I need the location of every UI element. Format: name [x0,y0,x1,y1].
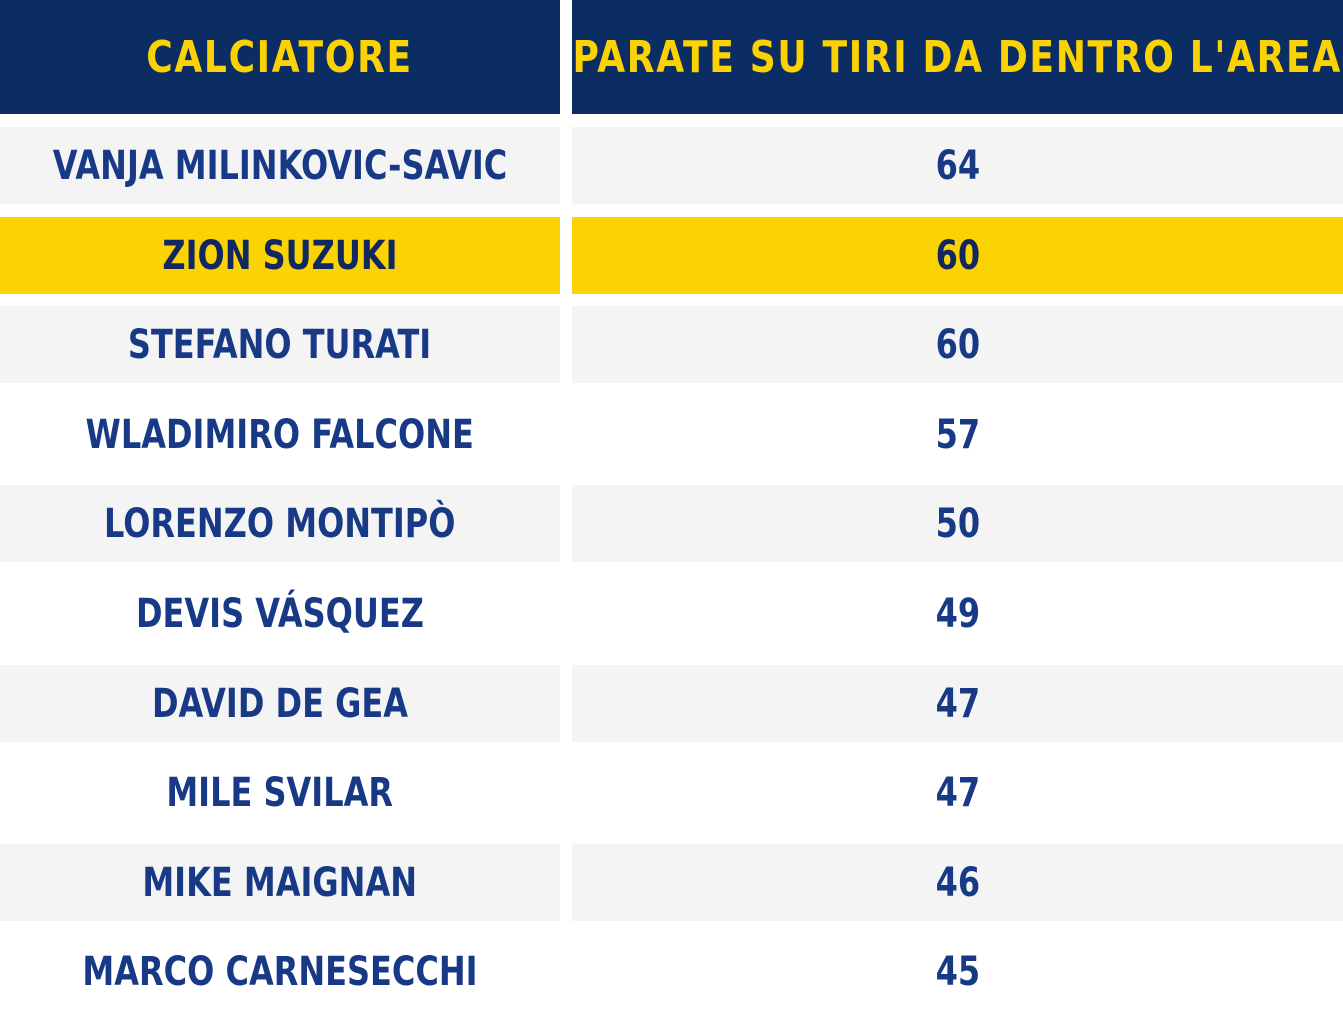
table-row: MILE SVILAR 47 [0,754,1343,831]
player-cell: DEVIS VÁSQUEZ [0,575,560,652]
player-name: WLADIMIRO FALCONE [85,411,475,458]
saves-cell: 64 [572,127,1343,204]
player-name: MILE SVILAR [166,769,394,816]
saves-value: 60 [935,232,980,279]
saves-value: 60 [935,321,980,368]
table-row: ZION SUZUKI 60 [0,217,1343,294]
table-row: MARCO CARNESECCHI 45 [0,933,1343,1010]
player-cell: LORENZO MONTIPÒ [0,485,560,562]
table-row: WLADIMIRO FALCONE 57 [0,396,1343,473]
player-name: MIKE MAIGNAN [142,859,418,906]
saves-cell: 47 [572,754,1343,831]
player-name: VANJA MILINKOVIC-SAVIC [52,142,508,189]
table-row: LORENZO MONTIPÒ 50 [0,485,1343,562]
table-row: DAVID DE GEA 47 [0,665,1343,742]
table-row: STEFANO TURATI 60 [0,306,1343,383]
table-row: MIKE MAIGNAN 46 [0,844,1343,921]
player-cell: WLADIMIRO FALCONE [0,396,560,473]
player-name: LORENZO MONTIPÒ [104,500,456,547]
table-header: CALCIATORE PARATE SU TIRI DA DENTRO L'AR… [0,0,1343,114]
saves-value: 46 [935,859,980,906]
saves-cell: 45 [572,933,1343,1010]
header-cell-player: CALCIATORE [0,0,560,114]
player-cell: VANJA MILINKOVIC-SAVIC [0,127,560,204]
saves-value: 50 [935,500,980,547]
table-row: DEVIS VÁSQUEZ 49 [0,575,1343,652]
header-label-player: CALCIATORE [146,31,414,83]
saves-cell: 60 [572,217,1343,294]
saves-cell: 50 [572,485,1343,562]
saves-cell: 49 [572,575,1343,652]
player-cell: ZION SUZUKI [0,217,560,294]
saves-cell: 46 [572,844,1343,921]
saves-value: 57 [935,411,980,458]
player-cell: DAVID DE GEA [0,665,560,742]
player-name: STEFANO TURATI [128,321,432,368]
header-cell-saves: PARATE SU TIRI DA DENTRO L'AREA [572,0,1343,114]
player-cell: MILE SVILAR [0,754,560,831]
player-name: DAVID DE GEA [151,680,408,727]
player-name: MARCO CARNESECCHI [82,948,478,995]
table-row: VANJA MILINKOVIC-SAVIC 64 [0,127,1343,204]
player-name: ZION SUZUKI [162,232,398,279]
player-cell: MARCO CARNESECCHI [0,933,560,1010]
player-cell: MIKE MAIGNAN [0,844,560,921]
saves-value: 64 [935,142,980,189]
saves-value: 45 [935,948,980,995]
saves-cell: 47 [572,665,1343,742]
player-cell: STEFANO TURATI [0,306,560,383]
header-label-saves: PARATE SU TIRI DA DENTRO L'AREA [572,31,1343,83]
player-name: DEVIS VÁSQUEZ [136,590,424,637]
saves-value: 47 [935,769,980,816]
saves-value: 47 [935,680,980,727]
saves-cell: 60 [572,306,1343,383]
saves-cell: 57 [572,396,1343,473]
saves-value: 49 [935,590,980,637]
